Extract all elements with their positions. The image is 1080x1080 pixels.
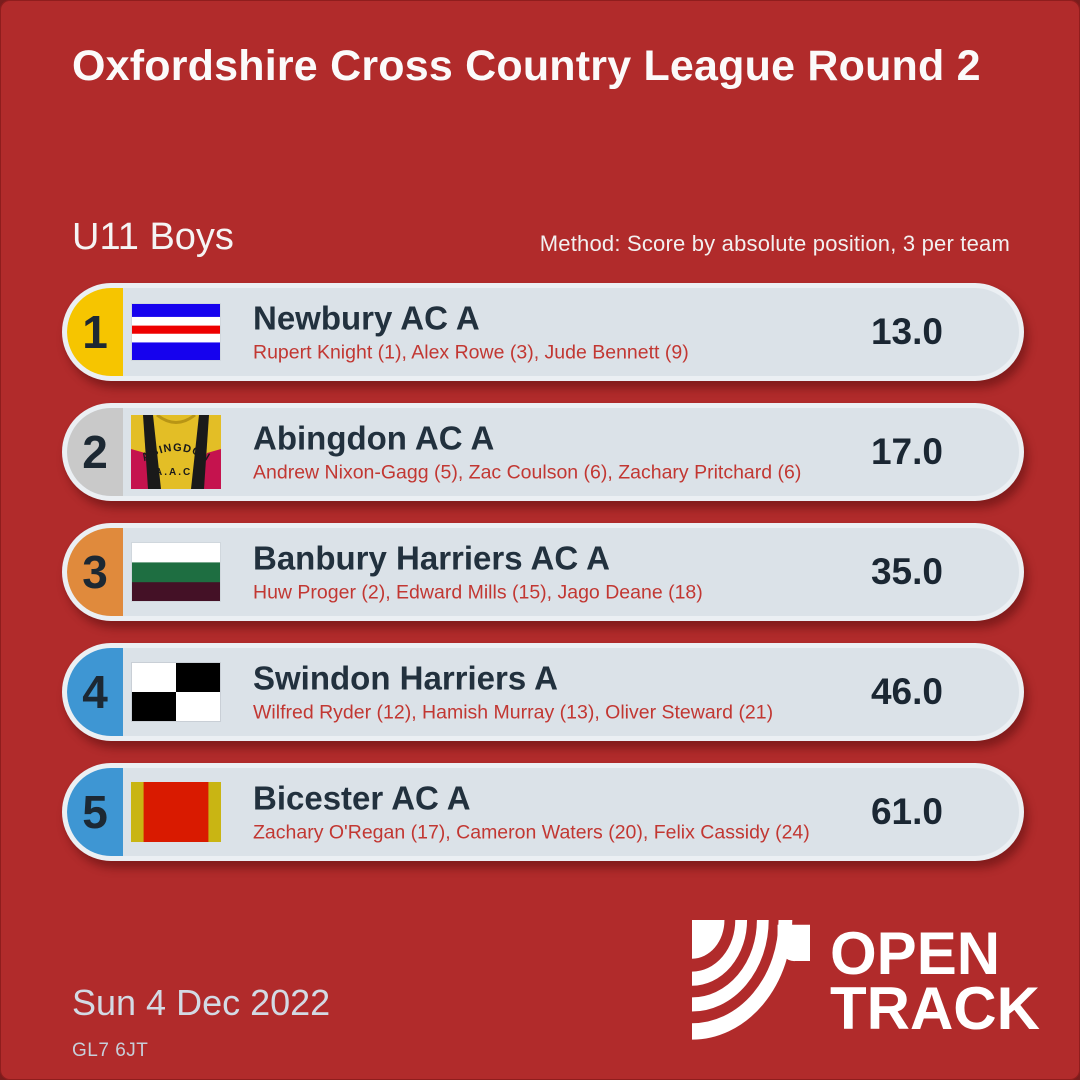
team-result-row: 2 ABINGDON A.A.C. Abingdon AC A Andrew N… xyxy=(62,403,1024,501)
team-name: Abingdon AC A xyxy=(253,419,495,457)
team-text-block: Swindon Harriers A Wilfred Ryder (12), H… xyxy=(253,660,773,725)
bicester-flag-icon xyxy=(131,782,222,842)
team-score: 13.0 xyxy=(870,311,943,352)
team-runners: Rupert Knight (1), Alex Rowe (3), Jude B… xyxy=(253,341,689,364)
team-name: Banbury Harriers AC A xyxy=(253,539,610,577)
event-postcode: GL7 6JT xyxy=(72,1040,149,1061)
svg-text:A.A.C.: A.A.C. xyxy=(155,467,197,478)
newbury-flag-icon xyxy=(131,303,221,362)
opentrack-wordmark: OPEN TRACK xyxy=(830,920,1040,1042)
position-badge: 2 xyxy=(67,408,123,496)
banbury-flag-icon xyxy=(131,542,221,603)
position-number: 4 xyxy=(82,666,108,718)
team-runners: Huw Proger (2), Edward Mills (15), Jago … xyxy=(253,581,703,604)
team-score: 17.0 xyxy=(870,431,943,472)
team-result-row: 5 Bicester AC A Zachary O'Regan (17), Ca… xyxy=(62,763,1024,861)
event-category-label: U11 Boys xyxy=(72,216,234,258)
team-score: 46.0 xyxy=(870,671,943,712)
position-badge: 1 xyxy=(67,288,123,376)
team-result-row: 3 Banbury Harriers AC A Huw Proger (2), … xyxy=(62,523,1024,621)
team-text-block: Newbury AC A Rupert Knight (1), Alex Row… xyxy=(253,300,689,365)
page-title: Oxfordshire Cross Country League Round 2 xyxy=(72,42,981,90)
position-number: 2 xyxy=(82,426,108,478)
team-score: 61.0 xyxy=(870,791,943,832)
logo-word-track: TRACK xyxy=(830,975,1040,1042)
team-text-block: Abingdon AC A Andrew Nixon-Gagg (5), Zac… xyxy=(253,420,801,485)
opentrack-arcs-icon xyxy=(691,919,810,1047)
team-text-block: Bicester AC A Zachary O'Regan (17), Came… xyxy=(253,780,810,845)
team-score: 35.0 xyxy=(870,551,943,592)
logo-word-open: OPEN xyxy=(830,920,1001,987)
position-number: 1 xyxy=(82,306,108,358)
team-name: Newbury AC A xyxy=(253,299,480,337)
team-result-row: 1 Newbury AC A Rupert Knight (1), Alex R… xyxy=(62,283,1024,381)
team-name: Bicester AC A xyxy=(253,779,471,817)
team-name: Swindon Harriers A xyxy=(253,659,559,697)
scoring-method-label: Method: Score by absolute position, 3 pe… xyxy=(539,231,1010,256)
swindon-checker-icon xyxy=(131,662,221,722)
position-number: 5 xyxy=(82,786,108,838)
team-runners: Andrew Nixon-Gagg (5), Zac Coulson (6), … xyxy=(253,461,802,484)
team-runners: Wilfred Ryder (12), Hamish Murray (13), … xyxy=(253,701,774,724)
team-text-block: Banbury Harriers AC A Huw Proger (2), Ed… xyxy=(253,540,703,605)
position-badge: 3 xyxy=(67,528,123,616)
position-number: 3 xyxy=(82,546,108,598)
abingdon-vest-icon: ABINGDON A.A.C. xyxy=(131,413,221,489)
opentrack-logo: OPEN TRACK xyxy=(691,919,1040,1047)
team-result-row: 4 Swindon Harriers A Wilfred Ryder (12),… xyxy=(62,643,1024,741)
team-runners: Zachary O'Regan (17), Cameron Waters (20… xyxy=(253,821,810,844)
position-badge: 5 xyxy=(67,768,123,856)
event-date: Sun 4 Dec 2022 xyxy=(72,982,331,1023)
results-list: 1 Newbury AC A Rupert Knight (1), Alex R… xyxy=(62,283,1024,883)
position-badge: 4 xyxy=(67,648,123,736)
